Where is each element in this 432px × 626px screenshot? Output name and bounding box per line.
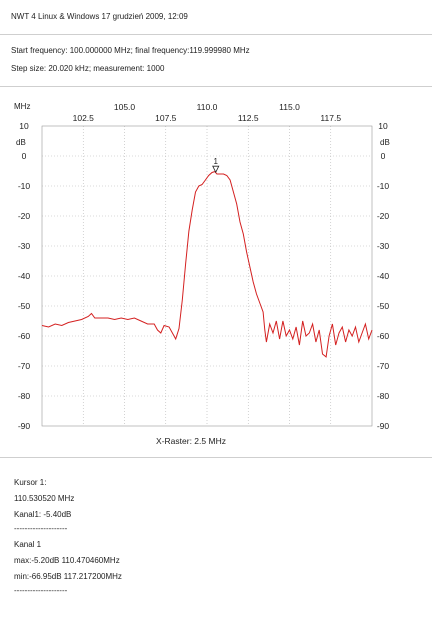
y-axis-unit-right: dB <box>380 138 390 147</box>
channel-min: min:-66.95dB 117.217200MHz <box>14 572 122 581</box>
cursor-level: Kanal1: -5.40dB <box>14 510 72 519</box>
x-raster-label: X-Raster: 2.5 MHz <box>156 436 226 446</box>
y-tick-label-right: -50 <box>377 301 390 311</box>
x-axis-unit-label: MHz <box>14 102 30 111</box>
y-tick-label-left: -20 <box>18 211 31 221</box>
chart-grid <box>41 125 373 427</box>
y-tick-label-left: -40 <box>18 271 31 281</box>
y-tick-label-right: -40 <box>377 271 390 281</box>
cursor-title: Kursor 1: <box>14 478 47 487</box>
info-divider <box>0 86 432 87</box>
y-tick-label-left: -50 <box>18 301 31 311</box>
y-tick-label-right: -90 <box>377 421 390 431</box>
channel-separator: -------------------- <box>14 586 68 595</box>
y-tick-label-right: -60 <box>377 331 390 341</box>
report-title: NWT 4 Linux & Windows 17 grudzień 2009, … <box>11 12 188 21</box>
y-tick-label-left: -80 <box>18 391 31 401</box>
y-tick-label-left: -90 <box>18 421 31 431</box>
y-tick-label-left: 10 <box>19 121 29 131</box>
y-tick-label-left: -10 <box>18 181 31 191</box>
spectrum-trace <box>41 171 373 358</box>
y-tick-label-right: -20 <box>377 211 390 221</box>
y-tick-label-right: -30 <box>377 241 390 251</box>
y-tick-label-right: 0 <box>381 151 386 161</box>
cursor-frequency: 110.530520 MHz <box>14 494 75 503</box>
y-tick-label-left: -30 <box>18 241 31 251</box>
x-tick-label: 105.0 <box>114 102 136 112</box>
spectrum-chart: 10 10 0 0 -10 -10 -20 -20 -30 -30 -40 -40 -50 -50 -60 -… <box>14 102 390 446</box>
marker-triangle <box>212 165 220 174</box>
channel-title: Kanal 1 <box>14 540 42 549</box>
x-tick-label: 112.5 <box>238 113 259 123</box>
x-tick-label: 117.5 <box>320 113 341 123</box>
x-tick-label: 107.5 <box>155 113 177 123</box>
y-tick-label-right: -70 <box>377 361 390 371</box>
y-tick-label-left: -70 <box>18 361 31 371</box>
y-tick-label-right: -80 <box>377 391 390 401</box>
marker-label: 1 <box>214 157 219 166</box>
y-tick-label-left: 0 <box>22 151 27 161</box>
step-size-text: Step size: 20.020 kHz; measurement: 1000 <box>11 64 165 73</box>
cursor-separator: -------------------- <box>14 524 68 533</box>
y-tick-label-right: 10 <box>378 121 388 131</box>
cursor-marker: 1 <box>212 157 220 174</box>
x-tick-label: 102.5 <box>73 113 95 123</box>
y-tick-label-left: -60 <box>18 331 31 341</box>
y-tick-label-right: -10 <box>377 181 390 191</box>
chart-ticks: 10 10 0 0 -10 -10 -20 -20 -30 -30 -40 -40 -50 -50 -60 -… <box>18 102 390 431</box>
x-tick-label: 115.0 <box>279 102 300 112</box>
chart-divider <box>0 457 432 458</box>
header-divider <box>0 34 432 35</box>
plot-frame <box>41 125 373 427</box>
x-tick-label: 110.0 <box>197 102 218 112</box>
channel-max: max:-5.20dB 110.470460MHz <box>14 556 120 565</box>
y-axis-unit-left: dB <box>16 138 26 147</box>
frequency-range-text: Start frequency: 100.000000 MHz; final f… <box>11 46 250 55</box>
